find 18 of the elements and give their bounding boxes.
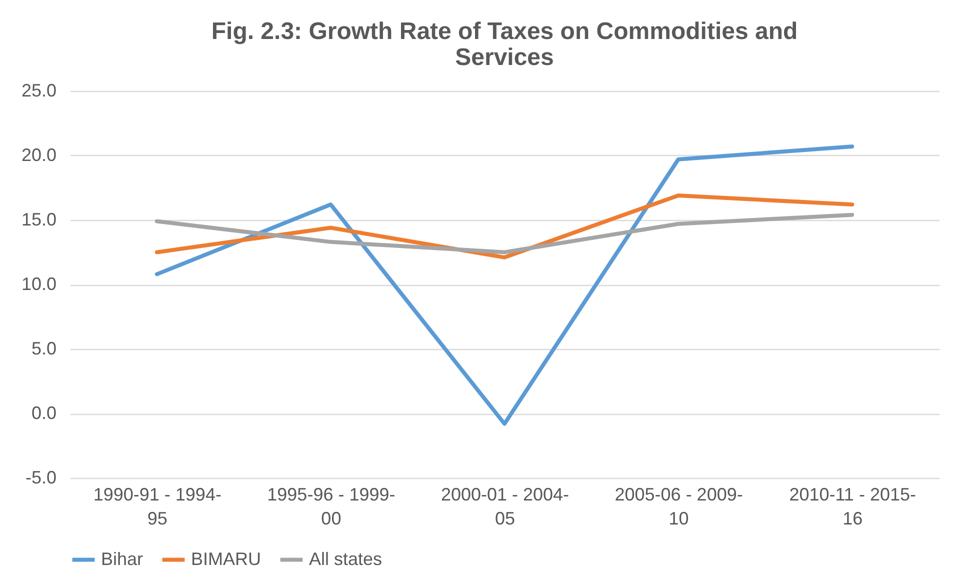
y-tick-label: 20.0: [21, 145, 56, 165]
legend-label: All states: [309, 548, 382, 569]
y-tick-label: 5.0: [31, 338, 56, 358]
x-tick-label: 2010-11 - 2015-16: [789, 484, 916, 528]
y-tick-label: 25.0: [21, 80, 56, 100]
legend-label: Bihar: [101, 548, 144, 569]
y-tick-label: 0.0: [31, 403, 56, 423]
legend-label: BIMARU: [191, 548, 262, 569]
y-tick-label: 15.0: [21, 210, 56, 230]
x-tick-label: 1995-96 - 1999-00: [267, 484, 396, 528]
chart-title: Fig. 2.3: Growth Rate of Taxes on Commodities and Services: [211, 18, 798, 71]
x-tick-label: 2000-01 - 2004-05: [440, 484, 570, 528]
line-series: [154, 212, 854, 254]
x-tick-label: 1990-91 - 1994-95: [93, 484, 222, 528]
line-series: [154, 144, 854, 426]
y-tick-label: -5.0: [25, 468, 56, 488]
x-tick-label: 2005-06 - 2009-10: [614, 484, 743, 528]
y-tick-label: 10.0: [21, 274, 56, 294]
